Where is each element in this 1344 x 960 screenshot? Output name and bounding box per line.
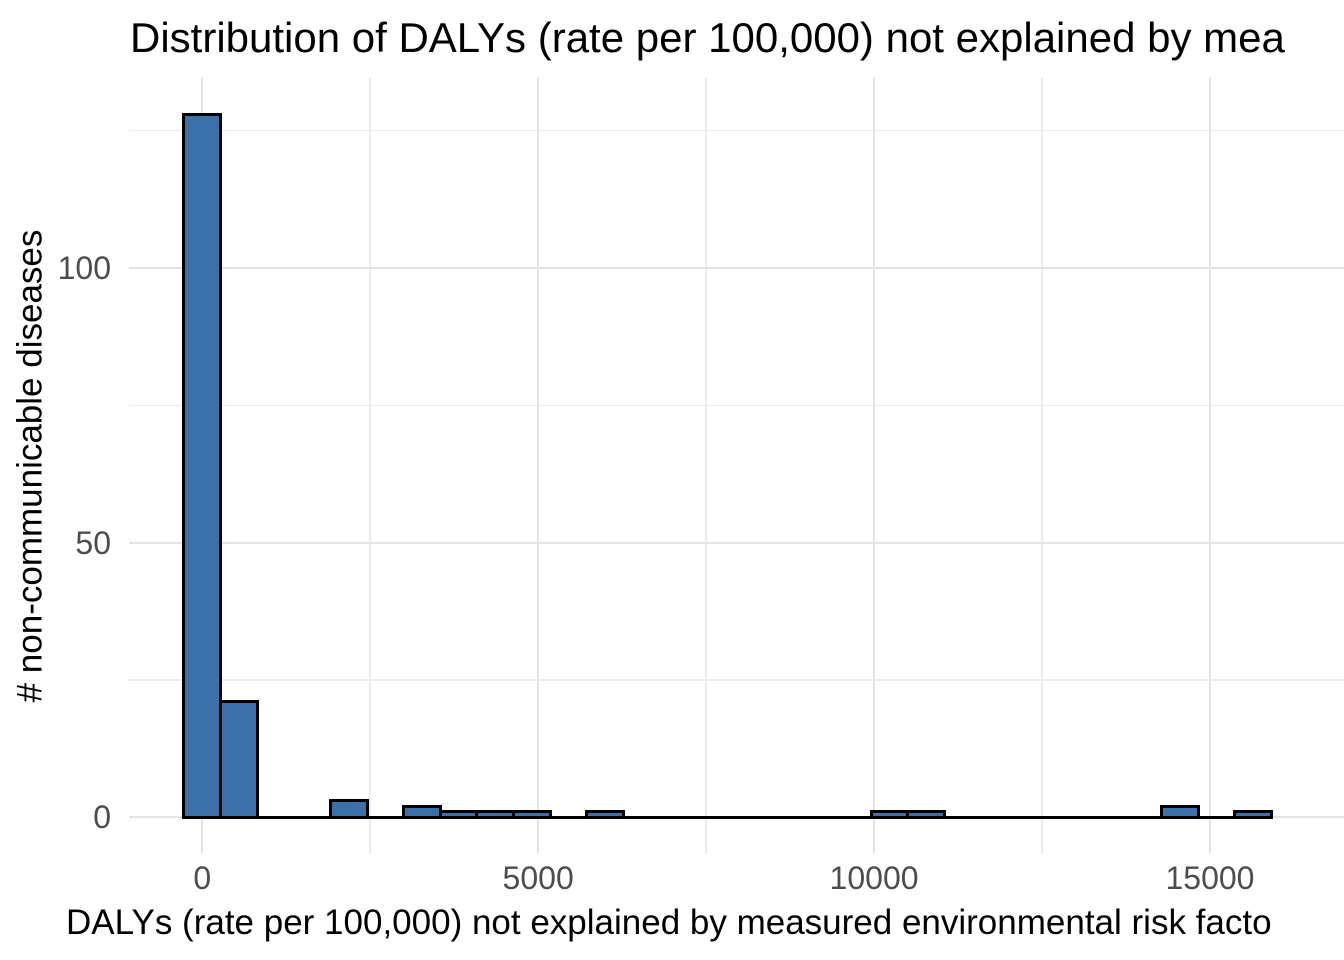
y-major-gridline [129,267,1344,270]
y-tick-label: 50 [75,524,111,561]
histogram-bar [511,810,552,819]
x-tick-label: 10000 [829,860,919,896]
histogram-bar [869,810,910,819]
y-tick-label: 100 [57,250,111,287]
x-tick-label: 15000 [1165,860,1255,896]
x-minor-gridline [1041,78,1043,854]
y-major-gridline [129,541,1344,544]
histogram-bar [475,810,515,819]
x-major-gridline [873,78,876,854]
histogram-bar [1160,804,1200,819]
histogram-bar [438,810,479,819]
histogram-baseline [182,815,1273,819]
x-axis-title: DALYs (rate per 100,000) not explained b… [66,903,1272,942]
chart-title: Distribution of DALYs (rate per 100,000)… [130,14,1285,61]
y-minor-gridline [129,129,1344,132]
y-axis-title: # non-communicable diseases [10,229,50,703]
x-major-gridline [537,78,540,854]
x-major-gridline [1208,78,1211,854]
histogram-bar [1233,810,1273,819]
y-tick-label: 0 [93,799,111,836]
histogram-bar [328,799,369,819]
histogram-bar [402,804,442,819]
histogram-bar [182,112,223,819]
y-minor-gridline [129,404,1344,407]
x-minor-gridline [369,78,371,854]
plot-panel [129,78,1344,854]
histogram-bar [585,810,625,819]
histogram-bar [219,700,259,819]
x-minor-gridline [705,78,707,854]
histogram-bar [906,810,946,819]
x-tick-label: 5000 [502,860,574,896]
x-tick-label: 0 [193,860,212,896]
y-minor-gridline [129,679,1344,681]
